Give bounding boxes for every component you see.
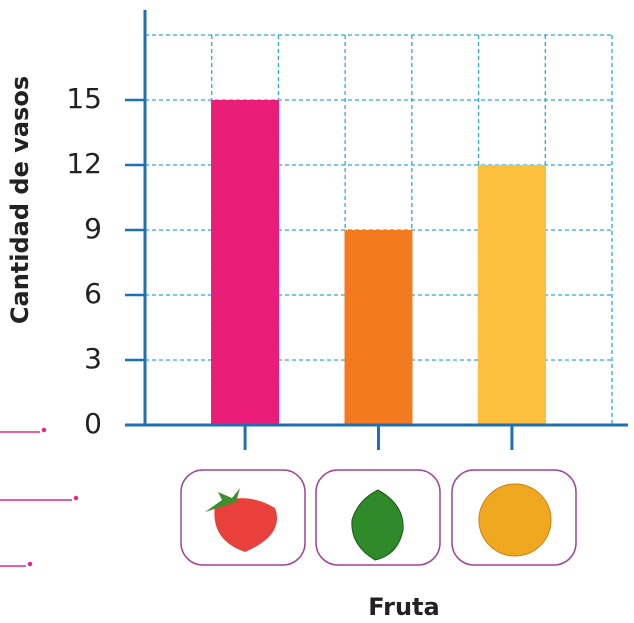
y-tick-label: 3 (84, 342, 102, 375)
bar (477, 165, 546, 425)
bar (211, 100, 280, 425)
y-tick-label: 9 (84, 212, 102, 245)
x-axis-label: Fruta (368, 593, 439, 621)
axes: 0 3 6 9 12 15 (66, 10, 628, 450)
bar (344, 230, 413, 425)
bars (211, 100, 546, 425)
y-tick-label: 12 (66, 147, 102, 180)
lime (351, 489, 404, 561)
fruit-cards (180, 469, 577, 566)
answer-blanks (0, 427, 79, 567)
y-axis-label: Cantidad de vasos (6, 76, 34, 324)
y-tick-label: 15 (66, 82, 102, 115)
y-tick-label: 6 (84, 277, 102, 310)
orange (478, 483, 552, 557)
y-tick-label: 0 (84, 407, 102, 440)
strawberry (205, 488, 277, 552)
